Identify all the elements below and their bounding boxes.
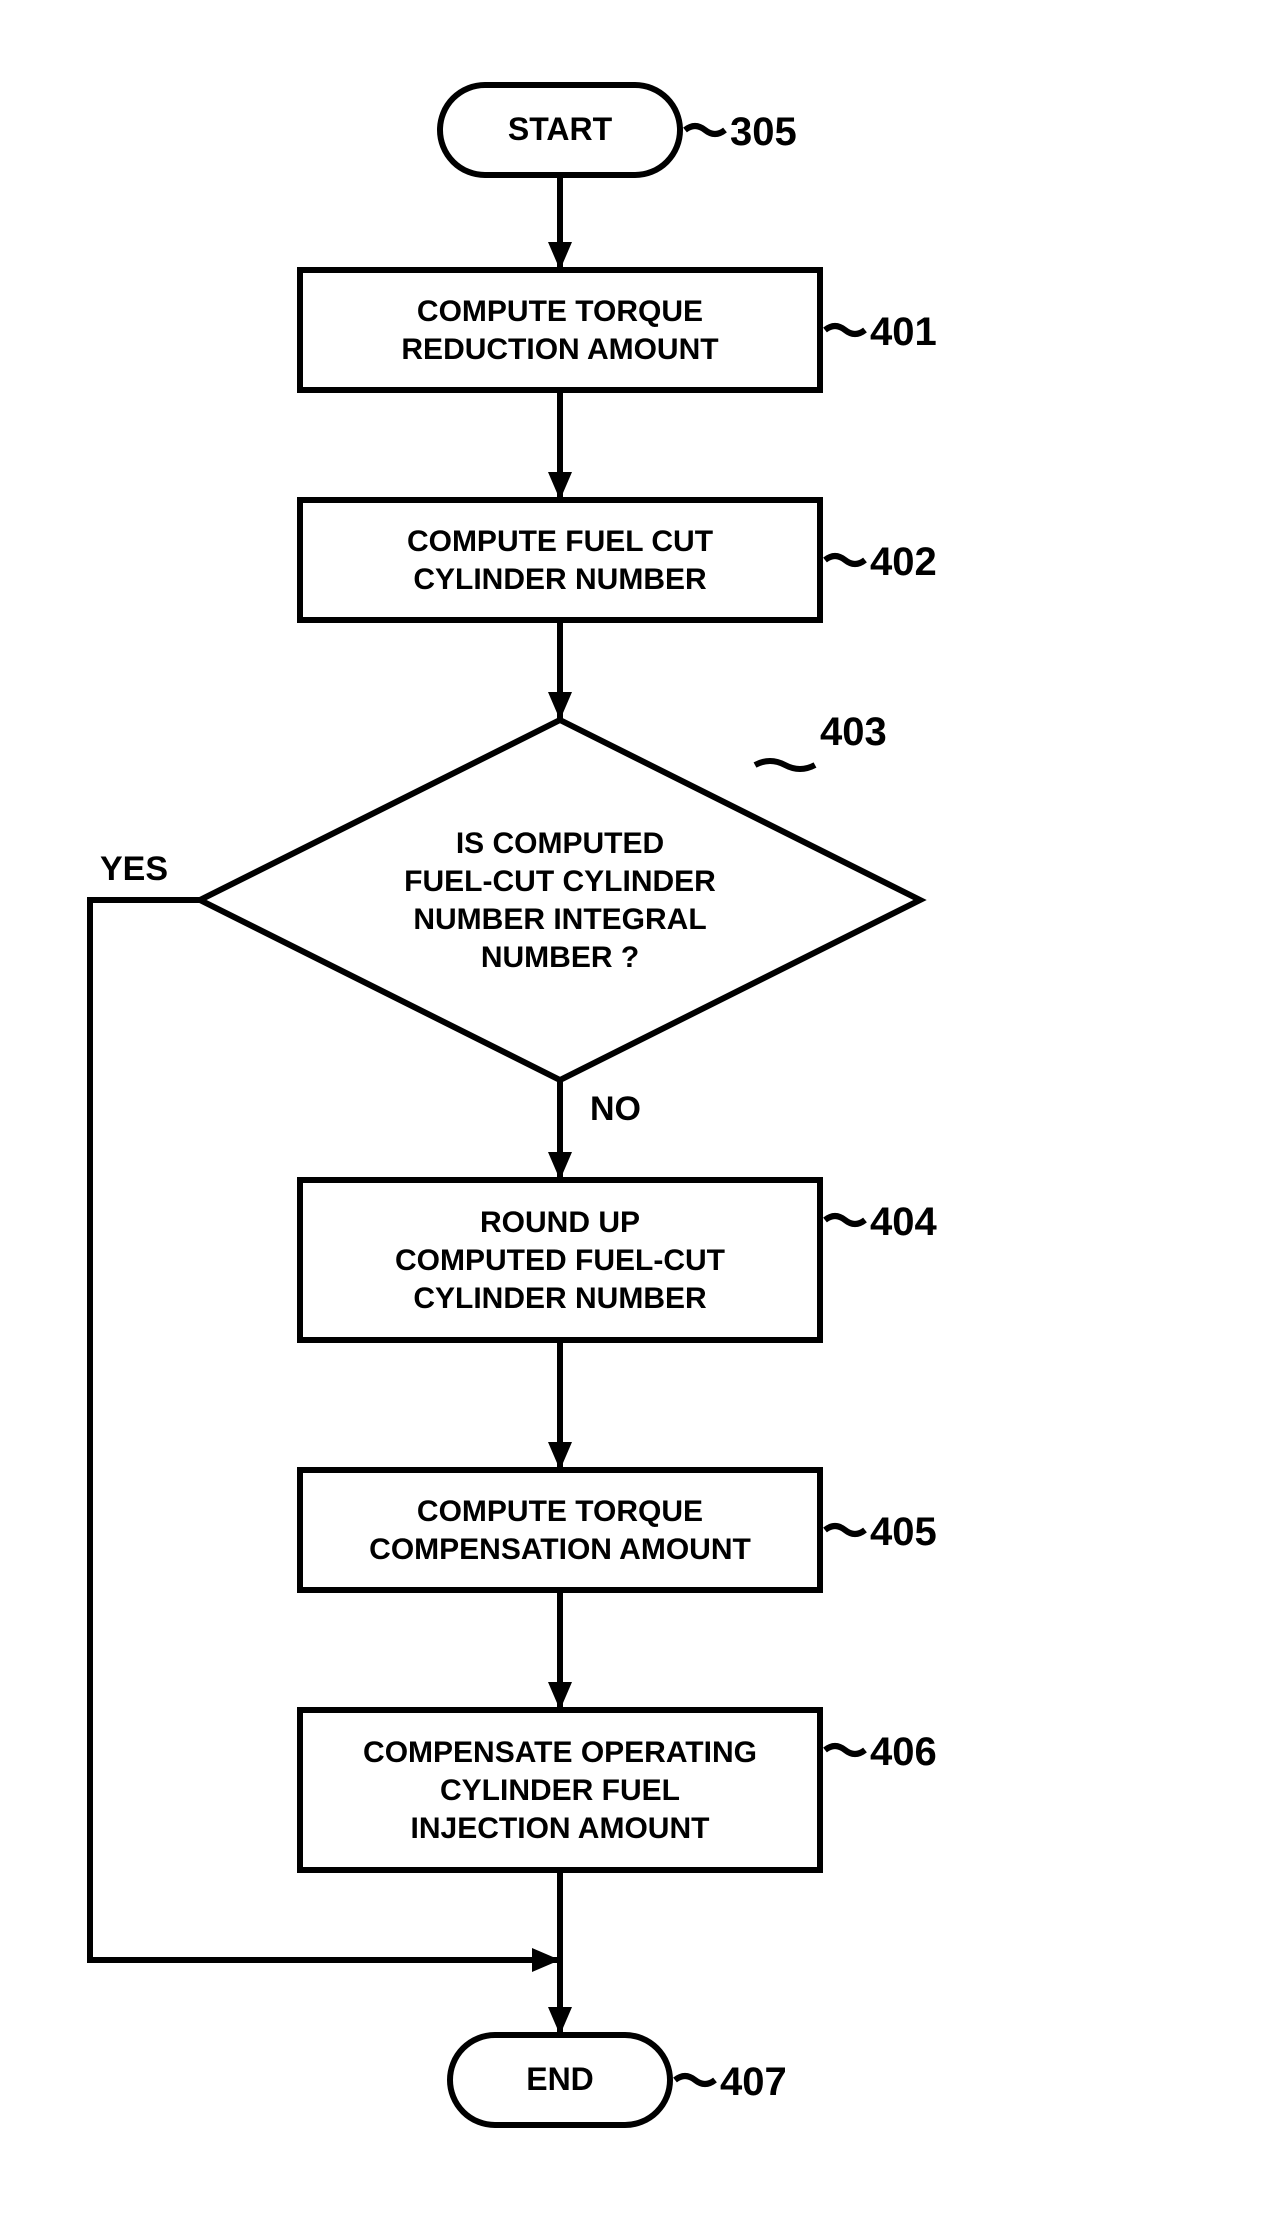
node-401: COMPUTE TORQUE REDUCTION AMOUNT (300, 270, 820, 390)
step-label-402: 402 (870, 540, 937, 584)
step-label-403: 403 (820, 710, 887, 754)
node-305: START (440, 85, 680, 175)
svg-text:CYLINDER NUMBER: CYLINDER NUMBER (413, 563, 707, 596)
step-label-405: 405 (870, 1510, 937, 1554)
svg-text:INJECTION AMOUNT: INJECTION AMOUNT (411, 1812, 710, 1845)
step-label-407: 407 (720, 2060, 787, 2104)
svg-text:COMPUTE TORQUE: COMPUTE TORQUE (417, 295, 703, 328)
svg-text:COMPENSATION AMOUNT: COMPENSATION AMOUNT (369, 1533, 751, 1566)
svg-text:REDUCTION AMOUNT: REDUCTION AMOUNT (401, 333, 718, 366)
node-403: IS COMPUTED FUEL-CUT CYLINDER NUMBER INTEG… (200, 720, 920, 1080)
svg-text:CYLINDER NUMBER: CYLINDER NUMBER (413, 1282, 707, 1315)
svg-text:CYLINDER FUEL: CYLINDER FUEL (440, 1774, 680, 1807)
svg-text:ROUND UP: ROUND UP (480, 1206, 640, 1239)
svg-text:IS COMPUTED: IS COMPUTED (456, 827, 664, 860)
svg-text:START: START (508, 111, 613, 147)
node-404: ROUND UP COMPUTED FUEL-CUT CYLINDER NUMBER (300, 1180, 820, 1340)
step-label-305: 305 (730, 110, 797, 154)
svg-text:COMPUTE FUEL CUT: COMPUTE FUEL CUT (407, 525, 713, 558)
svg-text:COMPUTE TORQUE: COMPUTE TORQUE (417, 1495, 703, 1528)
svg-text:NUMBER INTEGRAL: NUMBER INTEGRAL (413, 903, 706, 936)
node-405: COMPUTE TORQUE COMPENSATION AMOUNT (300, 1470, 820, 1590)
svg-text:NUMBER ?: NUMBER ? (481, 941, 639, 974)
node-406: COMPENSATE OPERATING CYLINDER FUEL INJECTI… (300, 1710, 820, 1870)
branch-label-no: NO (590, 1090, 641, 1128)
svg-text:COMPENSATE OPERATING: COMPENSATE OPERATING (363, 1736, 757, 1769)
node-402: COMPUTE FUEL CUT CYLINDER NUMBER (300, 500, 820, 620)
svg-text:END: END (526, 2061, 594, 2097)
node-407: END (450, 2035, 670, 2125)
svg-text:COMPUTED FUEL-CUT: COMPUTED FUEL-CUT (395, 1244, 725, 1277)
svg-text:FUEL-CUT CYLINDER: FUEL-CUT CYLINDER (404, 865, 716, 898)
step-label-404: 404 (870, 1200, 937, 1244)
step-label-406: 406 (870, 1730, 937, 1774)
branch-label-yes: YES (100, 850, 168, 888)
step-label-401: 401 (870, 310, 937, 354)
